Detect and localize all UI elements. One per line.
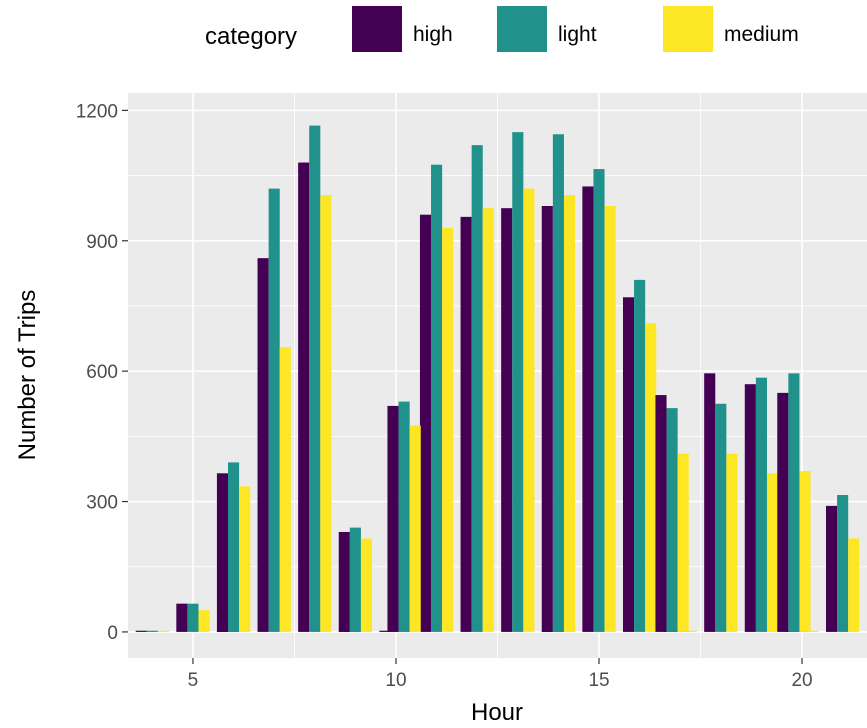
y-tick-label: 1200 xyxy=(76,101,118,122)
bar-light-hour-21 xyxy=(837,495,849,632)
legend-key-medium xyxy=(663,6,713,52)
bar-light-hour-15 xyxy=(593,169,605,632)
bar-light-hour-16 xyxy=(634,279,646,632)
bar-medium-group-16.8 xyxy=(677,453,689,632)
bar-medium-hour-19 xyxy=(766,473,779,632)
x-tick-label: 15 xyxy=(588,670,609,691)
bar-medium-hour-8 xyxy=(320,195,332,632)
minor-gridlines xyxy=(128,93,867,658)
bar-high-hour-15 xyxy=(582,186,594,632)
bar-high-hour-7 xyxy=(257,258,269,632)
bar-medium-hour-21 xyxy=(848,538,860,632)
bar-light-hour-11 xyxy=(431,164,443,632)
bar-medium-group-19.8 xyxy=(799,471,811,632)
bar-high-group-19.8 xyxy=(777,392,789,632)
bar-high-hour-19 xyxy=(744,384,756,632)
legend-label-light: light xyxy=(558,23,597,46)
bar-light-hour-5 xyxy=(187,603,199,632)
bar-light-hour-18 xyxy=(715,403,727,632)
bar-light-group-14 xyxy=(552,134,564,632)
y-tick-label: 600 xyxy=(86,362,118,383)
bar-medium-group-6 xyxy=(239,486,251,632)
bar-high-group-6 xyxy=(216,473,229,632)
y-axis-title: Number of Trips xyxy=(14,290,41,461)
bar-high-hour-21 xyxy=(825,505,838,632)
x-tick-label: 5 xyxy=(188,670,199,691)
legend-title: category xyxy=(205,23,297,50)
bar-high-hour-11 xyxy=(419,214,432,632)
bar-medium-hour-16 xyxy=(645,323,657,632)
bar-high-hour-18 xyxy=(704,373,716,632)
y-tick-label: 900 xyxy=(86,232,118,253)
legend-key-high xyxy=(352,6,402,52)
bar-medium-hour-7 xyxy=(279,347,291,632)
bar-medium-group-9 xyxy=(360,538,373,632)
bar-medium-group-14 xyxy=(563,195,576,632)
bar-medium-hour-12 xyxy=(482,208,494,632)
bar-high-group-14 xyxy=(541,206,553,632)
x-tick-label: 20 xyxy=(791,670,812,691)
legend-label-medium: medium xyxy=(724,23,799,46)
bar-light-hour-4 xyxy=(146,630,158,632)
bar-high-hour-13 xyxy=(501,208,513,632)
bar-high-hour-4 xyxy=(135,630,147,632)
x-tick-label: 10 xyxy=(385,670,406,691)
bar-light-hour-8 xyxy=(309,125,321,632)
bar-high-hour-10 xyxy=(379,630,391,632)
bar-high-hour-12 xyxy=(460,216,472,632)
legend: category high light medium xyxy=(205,6,799,52)
bar-light-hour-19 xyxy=(755,377,767,632)
bars xyxy=(135,125,860,632)
bar-light-group-6 xyxy=(228,462,240,632)
y-tick-label: 0 xyxy=(107,623,118,644)
x-axis-ticks: 5 10 15 20 xyxy=(188,658,813,691)
bar-light-group-9 xyxy=(349,527,361,632)
y-tick-label: 300 xyxy=(86,493,118,514)
bar-medium-hour-18 xyxy=(726,453,738,632)
bar-medium-hour-11 xyxy=(442,227,454,632)
bar-medium-hour-4 xyxy=(157,630,170,632)
bar-light-hour-12 xyxy=(471,145,483,632)
bar-medium-hour-13 xyxy=(523,188,535,632)
legend-key-light xyxy=(497,6,547,52)
legend-label-high: high xyxy=(413,23,453,46)
bar-high-group-16.8 xyxy=(655,395,667,632)
bar-medium-hour-5 xyxy=(198,610,210,632)
bar-medium-hour-17 xyxy=(685,630,697,632)
bar-medium-hour-15 xyxy=(604,206,616,632)
bar-high-group-10.2 xyxy=(387,405,399,632)
y-axis-ticks: 0 300 600 900 1200 xyxy=(76,101,128,644)
x-axis-title: Hour xyxy=(471,699,523,726)
bar-light-hour-7 xyxy=(268,188,280,632)
bar-high-group-9 xyxy=(338,531,350,632)
bar-light-group-19.8 xyxy=(788,373,800,632)
bar-light-group-10.2 xyxy=(398,401,410,632)
bar-medium-group-10.2 xyxy=(409,425,421,632)
bar-medium-hour-20 xyxy=(807,630,819,632)
bar-light-hour-13 xyxy=(512,132,524,632)
bar-high-hour-16 xyxy=(622,297,635,632)
bar-high-hour-5 xyxy=(176,603,188,632)
bar-high-hour-8 xyxy=(298,162,310,632)
bar-light-group-16.8 xyxy=(666,408,678,632)
